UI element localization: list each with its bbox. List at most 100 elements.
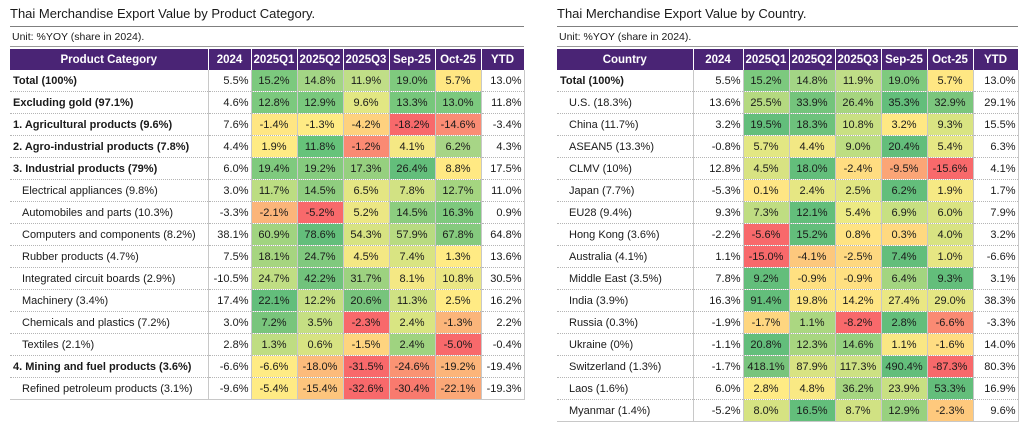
table-row: Automobiles and parts (10.3%) -3.3% -2.1% -… [10,201,525,224]
heat-cell: 11.9% [343,70,390,92]
table-header-row: Product Category 2024 2025Q1 2025Q2 2025… [10,49,525,70]
heat-cell: 16.3% [435,201,482,224]
row-label: Textiles (2.1%) [10,333,209,356]
row-label: Excluding gold (97.1%) [10,91,209,114]
heat-cell: 19.2% [297,157,344,180]
table-row: U.S. (18.3%) 13.6% 25.5% 33.9% 26.4% 35.3% 32.… [557,91,1019,114]
table-row: Textiles (2.1%) 2.8% 1.3% 0.6% -1.5% 2.4% -5.0… [10,333,525,356]
cell-ytd: 15.5% [973,113,1019,136]
row-label: 1. Agricultural products (9.6%) [10,113,209,136]
heat-cell: 24.7% [297,245,344,268]
heat-cell: 9.3% [927,113,974,136]
cell-2024: 3.0% [208,179,252,202]
heat-cell: 42.2% [297,267,344,290]
cell-ytd: 16.2% [481,289,525,312]
column-header: Oct-25 [927,49,974,70]
heat-cell: 20.4% [881,135,928,158]
heat-cell: 60.9% [251,223,298,246]
heat-cell: 4.5% [743,157,790,180]
heat-cell: 35.3% [881,91,928,114]
heat-cell: 12.1% [789,201,836,224]
heat-cell: -8.2% [835,311,882,334]
row-label: Refined petroleum products (3.1%) [10,377,209,400]
cell-2024: 16.3% [693,289,744,312]
column-header: 2025Q1 [251,49,298,70]
cell-2024: 1.1% [693,245,744,268]
heat-cell: 2.4% [389,311,436,334]
cell-ytd: 14.0% [973,333,1019,356]
heat-cell: 5.4% [927,135,974,158]
cell-ytd: 64.8% [481,223,525,246]
heat-cell: 12.2% [297,289,344,312]
column-header: Sep-25 [389,49,436,70]
table-row: Myanmar (1.4%) -5.2% 8.0% 16.5% 8.7% 12.9% -2.… [557,399,1019,422]
heat-cell: 1.0% [927,245,974,268]
heat-cell: 6.0% [927,201,974,224]
heat-cell: -4.1% [789,245,836,268]
heat-cell: 15.2% [251,70,298,92]
column-header: 2025Q2 [297,49,344,70]
cell-2024: 7.6% [208,113,252,136]
heat-cell: 0.1% [743,179,790,202]
table-row: Refined petroleum products (3.1%) -9.6% -5… [10,377,525,400]
table-header-row: Country 2024 2025Q1 2025Q2 2025Q3 Sep-25… [557,49,1019,70]
table-row: China (11.7%) 3.2% 19.5% 18.3% 10.8% 3.2% 9.3%… [557,113,1019,136]
table-row: Chemicals and plastics (7.2%) 3.0% 7.2% 3.5… [10,311,525,334]
heat-cell: 12.9% [297,91,344,114]
heat-cell: 418.1% [743,355,790,378]
cell-ytd: 7.9% [973,201,1019,224]
table-row: Rubber products (4.7%) 7.5% 18.1% 24.7% 4.5%… [10,245,525,268]
heat-cell: 19.8% [789,289,836,312]
heat-cell: 490.4% [881,355,928,378]
table-row: 3. Industrial products (79%) 6.0% 19.4% 19.… [10,157,525,180]
heat-cell: -6.6% [251,355,298,378]
cell-2024: 12.8% [693,157,744,180]
heat-cell: 3.5% [297,311,344,334]
heat-cell: 22.1% [251,289,298,312]
product-unit-note: Unit: %YOY (share in 2024). [12,31,145,43]
heat-cell: 8.0% [743,399,790,422]
cell-2024: -0.8% [693,135,744,158]
cell-2024: 6.0% [693,377,744,400]
product-table-body: Total (100%) 5.5% 15.2% 14.8% 11.9% 19.0% 5.7%… [10,70,525,400]
heat-cell: 10.8% [435,267,482,290]
row-label: Total (100%) [557,70,694,92]
heat-cell: 13.3% [389,91,436,114]
table-row: Electrical appliances (9.8%) 3.0% 11.7% 14.… [10,179,525,202]
row-label: U.S. (18.3%) [557,91,694,114]
row-label: Myanmar (1.4%) [557,399,694,422]
heat-cell: 17.3% [343,157,390,180]
row-label: Russia (0.3%) [557,311,694,334]
heat-cell: -2.4% [835,157,882,180]
table-row: Ukraine (0%) -1.1% 20.8% 12.3% 14.6% 1.1% -1.6… [557,333,1019,356]
heat-cell: 117.3% [835,355,882,378]
heat-cell: 5.4% [835,201,882,224]
table-row: Middle East (3.5%) 7.8% 9.2% -0.9% -0.9% 6.4%… [557,267,1019,290]
cell-ytd: -0.4% [481,333,525,356]
row-label: Rubber products (4.7%) [10,245,209,268]
heat-cell: 9.6% [343,91,390,114]
heat-cell: 15.2% [743,70,790,92]
heat-cell: 5.7% [435,70,482,92]
cell-2024: 6.0% [208,157,252,180]
heat-cell: -1.3% [297,113,344,136]
row-label: EU28 (9.4%) [557,201,694,224]
heat-cell: 91.4% [743,289,790,312]
heat-cell: 6.5% [343,179,390,202]
product-category-table: Product Category 2024 2025Q1 2025Q2 2025… [10,49,525,400]
heat-cell: -24.6% [389,355,436,378]
table-row: 2. Agro-industrial products (7.8%) 4.4% 1.… [10,135,525,158]
row-label: Middle East (3.5%) [557,267,694,290]
heat-cell: 7.4% [881,245,928,268]
heat-cell: 19.5% [743,113,790,136]
heat-cell: 12.8% [251,91,298,114]
row-label: Switzerland (1.3%) [557,355,694,378]
table-row: Computers and components (8.2%) 38.1% 60.9… [10,223,525,246]
heat-cell: 25.5% [743,91,790,114]
table-row: CLMV (10%) 12.8% 4.5% 18.0% -2.4% -9.5% -15.6%… [557,157,1019,180]
heat-cell: 57.9% [389,223,436,246]
heat-cell: -18.0% [297,355,344,378]
heat-cell: 1.9% [927,179,974,202]
cell-2024: 3.2% [693,113,744,136]
cell-ytd: 3.1% [973,267,1019,290]
